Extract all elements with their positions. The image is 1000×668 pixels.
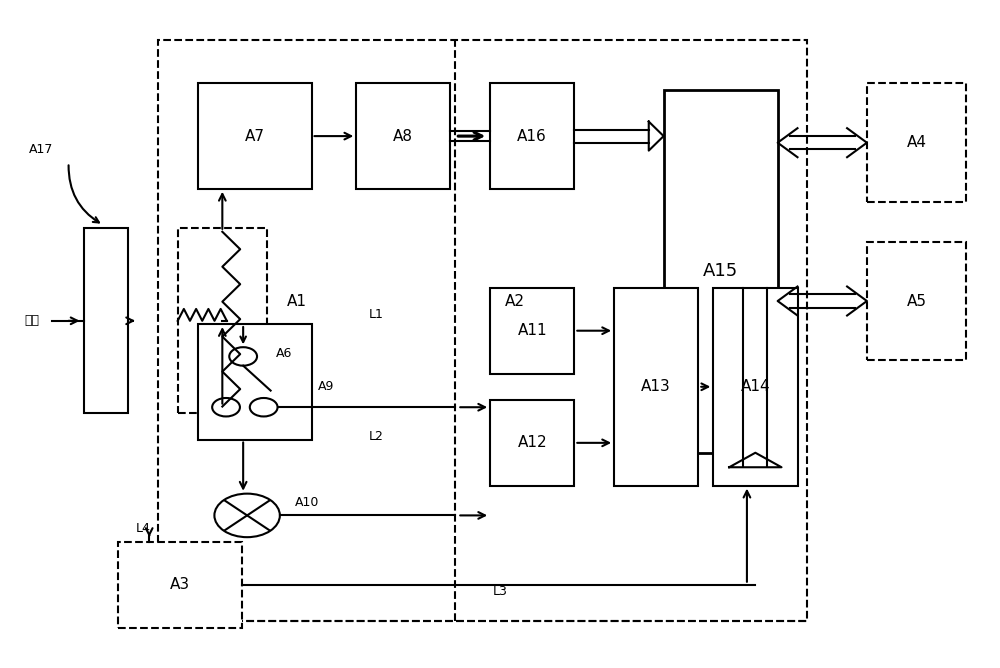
FancyBboxPatch shape <box>867 84 966 202</box>
Text: L2: L2 <box>369 430 383 443</box>
FancyBboxPatch shape <box>118 542 242 627</box>
FancyBboxPatch shape <box>84 228 128 413</box>
Text: A8: A8 <box>393 129 413 144</box>
Text: A4: A4 <box>907 135 927 150</box>
FancyBboxPatch shape <box>490 288 574 373</box>
FancyBboxPatch shape <box>490 84 574 189</box>
FancyBboxPatch shape <box>178 228 267 413</box>
Text: A2: A2 <box>505 293 525 309</box>
FancyBboxPatch shape <box>867 242 966 361</box>
FancyBboxPatch shape <box>356 84 450 189</box>
Text: A17: A17 <box>29 143 53 156</box>
FancyBboxPatch shape <box>490 400 574 486</box>
FancyBboxPatch shape <box>713 288 798 486</box>
Text: A3: A3 <box>170 577 190 592</box>
Text: A6: A6 <box>276 347 292 360</box>
Text: A5: A5 <box>907 293 927 309</box>
Text: A1: A1 <box>287 293 307 309</box>
Text: 输入: 输入 <box>24 315 39 327</box>
Text: A13: A13 <box>641 379 671 394</box>
Text: L4: L4 <box>136 522 151 535</box>
Text: A7: A7 <box>245 129 265 144</box>
Text: L1: L1 <box>369 308 383 321</box>
Text: A15: A15 <box>703 263 738 281</box>
FancyBboxPatch shape <box>664 90 778 453</box>
FancyBboxPatch shape <box>158 41 807 621</box>
Text: A10: A10 <box>295 496 319 509</box>
Text: A9: A9 <box>318 380 334 393</box>
FancyBboxPatch shape <box>614 288 698 486</box>
Text: A16: A16 <box>517 129 547 144</box>
Text: A12: A12 <box>517 436 547 450</box>
Text: A11: A11 <box>517 323 547 338</box>
Text: A14: A14 <box>741 379 770 394</box>
FancyBboxPatch shape <box>198 324 312 440</box>
FancyBboxPatch shape <box>198 84 312 189</box>
Text: L3: L3 <box>493 585 507 598</box>
